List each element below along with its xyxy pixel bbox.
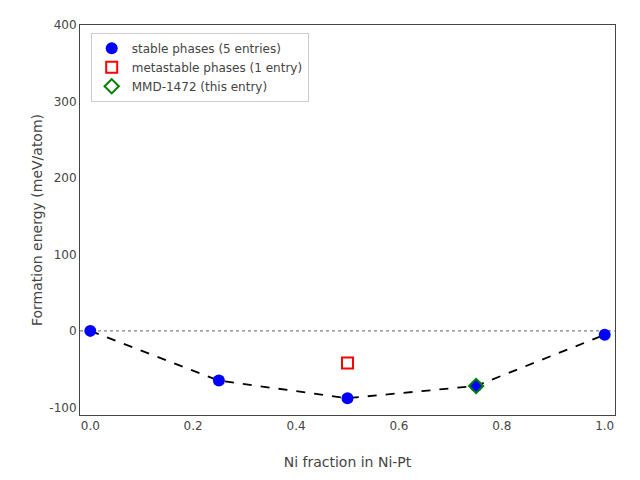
svg-text:Formation energy (meV/atom): Formation energy (meV/atom) <box>29 114 45 326</box>
svg-text:metastable phases (1 entry): metastable phases (1 entry) <box>132 61 302 75</box>
svg-text:0.2: 0.2 <box>184 419 203 433</box>
svg-text:stable phases (5 entries): stable phases (5 entries) <box>132 42 281 56</box>
svg-text:400: 400 <box>54 18 77 32</box>
svg-text:1.0: 1.0 <box>595 419 614 433</box>
svg-text:-100: -100 <box>49 401 76 415</box>
svg-text:0.4: 0.4 <box>287 419 306 433</box>
svg-text:300: 300 <box>54 95 77 109</box>
svg-text:0.8: 0.8 <box>492 419 511 433</box>
svg-text:0: 0 <box>69 324 77 338</box>
svg-text:200: 200 <box>54 171 77 185</box>
svg-text:Ni fraction in Ni-Pt: Ni fraction in Ni-Pt <box>284 454 412 470</box>
svg-text:0.0: 0.0 <box>81 419 100 433</box>
svg-text:0.6: 0.6 <box>389 419 408 433</box>
svg-text:100: 100 <box>54 248 77 262</box>
svg-text:MMD-1472 (this entry): MMD-1472 (this entry) <box>132 80 267 94</box>
